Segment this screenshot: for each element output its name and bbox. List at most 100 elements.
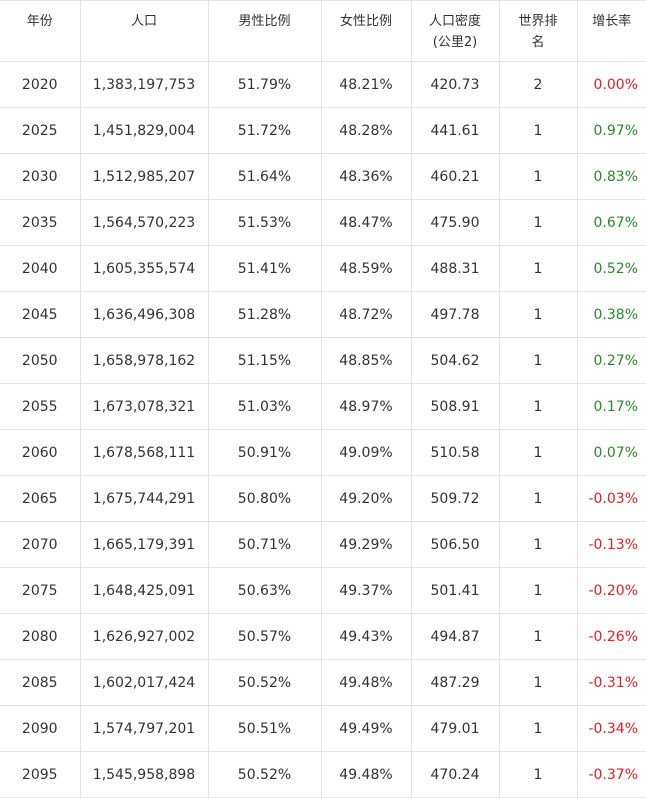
table-cell: 49.37%: [320, 567, 412, 614]
table-cell: 2020: [0, 61, 81, 108]
table-cell: 508.91: [410, 383, 500, 430]
table-cell: 50.57%: [207, 613, 322, 660]
table-header: 年份 人口 男性比例 女性比例 人口密度(公里2) 世界排名 增长率: [0, 0, 646, 62]
table-cell: 479.01: [410, 705, 500, 752]
table-cell: 1,675,744,291: [79, 475, 209, 522]
growth-cell: -0.13%: [576, 521, 646, 568]
growth-cell: 0.00%: [576, 61, 646, 108]
table-cell: 49.29%: [320, 521, 412, 568]
table-row: 2060 1,678,568,111 50.91% 49.09% 510.58 1 0.07…: [0, 429, 646, 476]
table-cell: 48.72%: [320, 291, 412, 338]
table-row: 2075 1,648,425,091 50.63% 49.37% 501.41 1 -0.2…: [0, 567, 646, 614]
table-cell: 420.73: [410, 61, 500, 108]
growth-cell: 0.83%: [576, 153, 646, 200]
table-cell: 1: [498, 567, 578, 614]
table-cell: 1,648,425,091: [79, 567, 209, 614]
table-cell: 50.52%: [207, 751, 322, 798]
table-cell: 1,636,496,308: [79, 291, 209, 338]
table-cell: 1,658,978,162: [79, 337, 209, 384]
growth-cell: 0.67%: [576, 199, 646, 246]
table-cell: 50.91%: [207, 429, 322, 476]
table-cell: 497.78: [410, 291, 500, 338]
table-row: 2090 1,574,797,201 50.51% 49.49% 479.01 1 -0.3…: [0, 705, 646, 752]
table-cell: 1,545,958,898: [79, 751, 209, 798]
table-cell: 50.71%: [207, 521, 322, 568]
table-cell: 2095: [0, 751, 81, 798]
table-cell: 1: [498, 429, 578, 476]
table-cell: 50.80%: [207, 475, 322, 522]
header-text: 年份: [26, 14, 53, 29]
table-cell: 48.47%: [320, 199, 412, 246]
table-row: 2020 1,383,197,753 51.79% 48.21% 420.73 2 0.00…: [0, 61, 646, 108]
table-cell: 51.03%: [207, 383, 322, 430]
table-cell: 49.48%: [320, 751, 412, 798]
table-cell: 1,602,017,424: [79, 659, 209, 706]
table-row: 2085 1,602,017,424 50.52% 49.48% 487.29 1 -0.3…: [0, 659, 646, 706]
column-header: 女性比例: [320, 0, 412, 62]
column-header: 增长率: [576, 0, 646, 62]
growth-cell: 0.97%: [576, 107, 646, 154]
table-row: 2065 1,675,744,291 50.80% 49.20% 509.72 1 -0.0…: [0, 475, 646, 522]
table-cell: 1: [498, 337, 578, 384]
table-cell: 1: [498, 245, 578, 292]
table-cell: 2: [498, 61, 578, 108]
table-cell: 2090: [0, 705, 81, 752]
table-row: 2040 1,605,355,574 51.41% 48.59% 488.31 1 0.52…: [0, 245, 646, 292]
column-header: 男性比例: [207, 0, 322, 62]
table-cell: 2030: [0, 153, 81, 200]
table-cell: 51.15%: [207, 337, 322, 384]
table-cell: 2060: [0, 429, 81, 476]
growth-cell: -0.26%: [576, 613, 646, 660]
table-cell: 2070: [0, 521, 81, 568]
growth-cell: -0.37%: [576, 751, 646, 798]
table-cell: 1: [498, 475, 578, 522]
table-cell: 50.63%: [207, 567, 322, 614]
column-header: 人口: [79, 0, 209, 62]
table-cell: 501.41: [410, 567, 500, 614]
table-cell: 49.09%: [320, 429, 412, 476]
table-cell: 48.36%: [320, 153, 412, 200]
table-cell: 510.58: [410, 429, 500, 476]
table-cell: 1: [498, 199, 578, 246]
table-cell: 1,451,829,004: [79, 107, 209, 154]
growth-cell: -0.34%: [576, 705, 646, 752]
header-text: 世界排名: [518, 14, 558, 50]
table-cell: 49.49%: [320, 705, 412, 752]
table-cell: 51.64%: [207, 153, 322, 200]
table-row: 2025 1,451,829,004 51.72% 48.28% 441.61 1 0.97…: [0, 107, 646, 154]
table-cell: 470.24: [410, 751, 500, 798]
table-cell: 504.62: [410, 337, 500, 384]
table-body: 2020 1,383,197,753 51.79% 48.21% 420.73 2 0.00…: [0, 61, 646, 798]
table-cell: 460.21: [410, 153, 500, 200]
table-cell: 2080: [0, 613, 81, 660]
table-cell: 51.28%: [207, 291, 322, 338]
table-cell: 1: [498, 705, 578, 752]
table-cell: 2025: [0, 107, 81, 154]
table-cell: 50.52%: [207, 659, 322, 706]
table-cell: 1: [498, 291, 578, 338]
table-cell: 2040: [0, 245, 81, 292]
table-cell: 1,383,197,753: [79, 61, 209, 108]
table-row: 2095 1,545,958,898 50.52% 49.48% 470.24 1 -0.3…: [0, 751, 646, 798]
header-text: 人口: [130, 14, 157, 29]
table-cell: 48.59%: [320, 245, 412, 292]
table-cell: 51.79%: [207, 61, 322, 108]
table-cell: 2055: [0, 383, 81, 430]
growth-cell: 0.27%: [576, 337, 646, 384]
table-cell: 2075: [0, 567, 81, 614]
table-cell: 1,665,179,391: [79, 521, 209, 568]
table-row: 2055 1,673,078,321 51.03% 48.97% 508.91 1 0.17…: [0, 383, 646, 430]
table-cell: 2045: [0, 291, 81, 338]
growth-cell: -0.20%: [576, 567, 646, 614]
table-cell: 48.28%: [320, 107, 412, 154]
table-cell: 1: [498, 521, 578, 568]
table-cell: 50.51%: [207, 705, 322, 752]
table-cell: 1: [498, 107, 578, 154]
table-cell: 49.20%: [320, 475, 412, 522]
table-cell: 509.72: [410, 475, 500, 522]
table-cell: 506.50: [410, 521, 500, 568]
table-row: 2050 1,658,978,162 51.15% 48.85% 504.62 1 0.27…: [0, 337, 646, 384]
table-cell: 1,564,570,223: [79, 199, 209, 246]
